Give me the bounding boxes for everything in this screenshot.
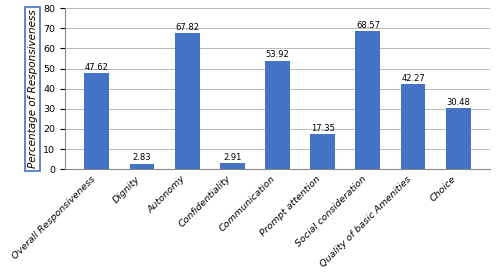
Text: 42.27: 42.27 xyxy=(401,74,425,83)
Text: 67.82: 67.82 xyxy=(175,22,199,31)
Text: 47.62: 47.62 xyxy=(85,63,108,72)
Text: 30.48: 30.48 xyxy=(446,98,470,107)
Text: 68.57: 68.57 xyxy=(356,21,380,30)
Text: 53.92: 53.92 xyxy=(266,51,289,60)
Bar xyxy=(356,31,380,169)
Bar xyxy=(130,164,154,169)
Text: 2.91: 2.91 xyxy=(223,153,242,162)
Bar xyxy=(84,73,109,169)
Bar xyxy=(265,61,290,169)
Text: 17.35: 17.35 xyxy=(311,124,334,133)
Bar xyxy=(174,33,200,169)
Text: 2.83: 2.83 xyxy=(132,153,151,162)
Bar xyxy=(310,134,335,169)
Bar xyxy=(400,84,425,169)
Bar xyxy=(220,164,244,169)
Bar xyxy=(446,108,470,169)
Y-axis label: Percentage of Responsiveness: Percentage of Responsiveness xyxy=(28,9,38,168)
